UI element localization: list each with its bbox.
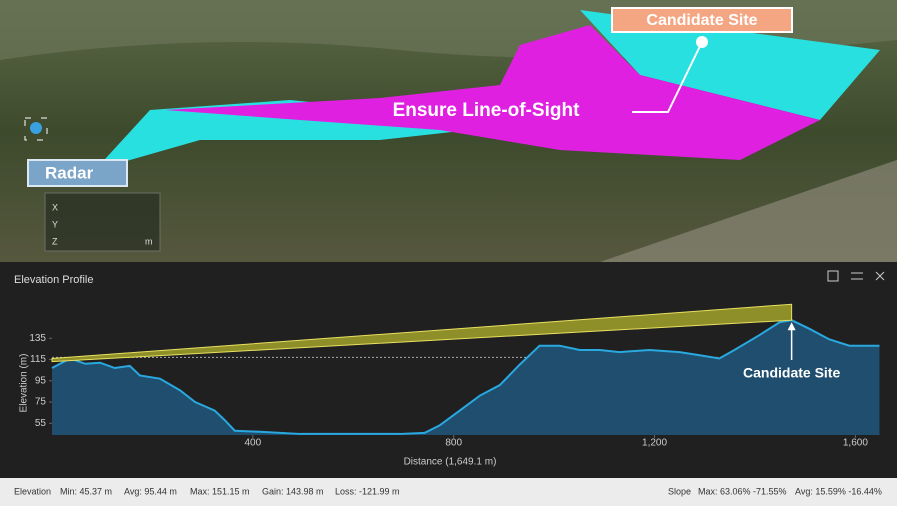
footer-stat: Slope (668, 486, 691, 496)
radar-label-box (27, 159, 128, 187)
footer-stat: Loss: -121.99 m (335, 486, 400, 496)
locate-icon[interactable] (24, 117, 48, 141)
export-button[interactable] (827, 270, 839, 282)
coords-box (44, 192, 161, 252)
y-tick-label: 115 (30, 354, 46, 365)
footer-stat: Max: 63.06% -71.55% (698, 486, 787, 496)
footer (0, 478, 897, 506)
coverage-magenta (165, 25, 820, 160)
annotation: Candidate Site (743, 365, 840, 381)
coord-label: Y (52, 219, 58, 229)
arrow-head (787, 322, 796, 331)
site-label: Candidate Site (646, 12, 757, 29)
footer-stat: Avg: 95.44 m (124, 486, 177, 496)
profile-line (51, 319, 880, 435)
footer-stat: Max: 151.15 m (190, 486, 250, 496)
x-tick-label: 1,600 (843, 438, 868, 449)
y-tick-label: 55 (35, 418, 47, 429)
footer-stat: Avg: 15.59% -16.44% (795, 486, 882, 496)
site-label-box (611, 7, 793, 33)
x-tick-label: 1,200 (642, 438, 667, 449)
los-label: Ensure Line-of-Sight (393, 100, 581, 121)
swap-button[interactable] (851, 272, 863, 280)
footer-stat: Elevation (14, 486, 51, 496)
x-axis-label: Distance (1,649.1 m) (404, 457, 497, 468)
y-axis-label: Elevation (m) (19, 354, 30, 413)
y-tick-label: 135 (29, 333, 46, 344)
locate-pin (30, 122, 42, 134)
radar-label: Radar (45, 163, 94, 182)
footer-stat: Gain: 143.98 m (262, 486, 324, 496)
sight-band (51, 303, 793, 363)
coord-label: Z (52, 236, 58, 246)
y-tick-label: 75 (35, 397, 47, 408)
x-tick-label: 800 (445, 438, 462, 449)
profile-area (52, 320, 880, 435)
coord-label: X (52, 202, 58, 212)
panel-title: Elevation Profile (14, 274, 94, 286)
x-tick-label: 400 (245, 438, 262, 449)
callout-line (632, 41, 703, 113)
footer-stat: Min: 45.37 m (60, 486, 112, 496)
close-button[interactable] (875, 271, 885, 281)
y-tick-label: 95 (35, 375, 47, 386)
coverage-cyan (580, 10, 880, 120)
town (600, 160, 897, 262)
coord-unit: m (145, 236, 153, 246)
